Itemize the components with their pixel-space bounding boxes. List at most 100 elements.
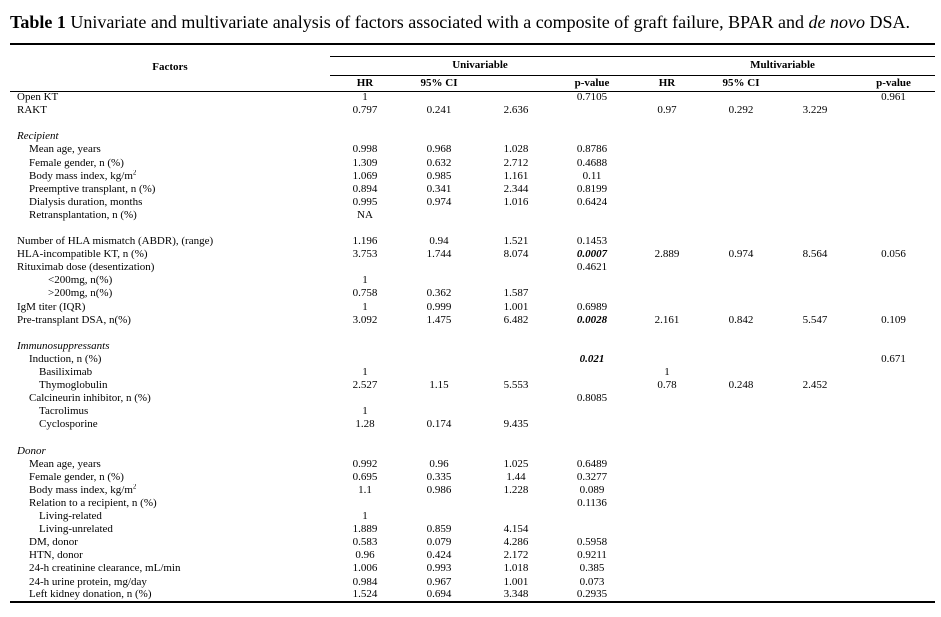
cell-m-hr [630,484,704,497]
cell-m-hr [630,170,704,183]
spacer-row [10,327,935,340]
cell-u-hr: 1 [362,510,368,523]
factor-label: Body mass index, kg/m2 [10,170,330,183]
cell-m-hr [630,575,704,588]
cell-u-ci-high: 1.016 [503,195,529,208]
factor-text: Retransplantation, n (%) [29,208,137,221]
cell-u-p: 0.0007 [576,248,608,261]
cell-m-ci-low [704,156,778,169]
table-row: Recipient [10,130,935,143]
factor-text: Mean age, years [29,143,101,156]
cell-u-ci-low: 0.968 [426,143,452,156]
cell-u-ci-high: 1.521 [503,235,529,248]
cell-u-ci-high: 9.435 [503,418,529,431]
table-title-number: Table 1 [10,12,66,32]
cell-u-hr [330,130,400,143]
spacer-cell [10,222,935,235]
cell-u-hr: 1 [362,405,368,418]
table-row: Open KT 1 0.7105 0.961 [10,91,935,104]
cell-m-p: 0.961 [881,91,906,104]
cell-m-ci-low [704,340,778,353]
cell-m-ci-low: 0.842 [728,313,754,326]
cell-u-p: 0.11 [582,169,602,182]
factor-text: Living-unrelated [39,523,113,536]
cell-u-hr [330,445,400,458]
col-header-m-ci: 95% CI [704,75,778,92]
cell-u-ci-high: 1.001 [503,300,529,313]
paper-page: Table 1 Univariate and multivariate anal… [10,12,935,603]
cell-u-ci-low: 0.174 [426,418,452,431]
cell-m-p [852,445,935,458]
cell-u-ci-high [478,130,554,143]
cell-m-ci-high [778,392,852,405]
cell-m-ci-low [704,143,778,156]
cell-u-ci-high: 1.018 [503,562,529,575]
factor-label: Mean age, years [10,143,330,156]
cell-m-p [852,156,935,169]
factor-label: Induction, n (%) [10,353,330,366]
cell-u-p: 0.0028 [576,313,608,326]
cell-m-p [852,589,935,602]
table-row: <200mg, n(%) 1 [10,274,935,287]
table-row: Retransplantation, n (%) NA [10,209,935,222]
cell-m-ci-high [778,340,852,353]
cell-m-hr [630,536,704,549]
cell-u-p: 0.7105 [576,91,608,104]
cell-m-ci-low: 0.248 [728,379,754,392]
header-row-subcols: HR 95% CI p-value HR 95% CI p-value [10,75,935,92]
factor-text: >200mg, n(%) [48,287,113,300]
cell-m-hr [630,497,704,510]
cell-m-p [852,484,935,497]
cell-u-p [554,287,630,300]
cell-m-ci-low [704,274,778,287]
cell-u-hr: 1 [362,274,368,287]
table-row: Calcineurin inhibitor, n (%) 0.8085 [10,392,935,405]
cell-m-p [852,261,935,274]
factor-text: Cyclosporine [39,418,98,431]
factor-text: Body mass index, kg/m [29,169,133,182]
cell-u-ci-low [400,497,478,510]
factor-label: Tacrolimus [10,405,330,418]
cell-u-ci-low: 0.335 [426,470,452,483]
table-row: Mean age, years 0.992 0.96 1.025 0.6489 [10,458,935,471]
factor-text: Preemptive transplant, n (%) [29,182,156,195]
cell-u-ci-low: 0.241 [426,104,452,117]
cell-u-hr [330,261,400,274]
table-row: Female gender, n (%) 0.695 0.335 1.44 0.3277 [10,471,935,484]
cell-m-hr [630,91,704,104]
cell-u-hr: 3.092 [352,313,378,326]
cell-u-p [554,274,630,287]
cell-u-hr: 1.889 [352,523,378,536]
cell-m-p [852,170,935,183]
cell-u-p: 0.1453 [576,235,608,248]
cell-m-p [852,301,935,314]
cell-m-ci-high [778,366,852,379]
cell-m-ci-high [778,445,852,458]
section-label: Donor [10,445,330,458]
factor-text: <200mg, n(%) [48,274,113,287]
cell-m-hr: 0.97 [657,104,677,117]
cell-m-ci-low: 0.292 [728,104,754,117]
col-header-u-pvalue: p-value [554,75,630,92]
factor-text: HLA-incompatible KT, n (%) [17,248,148,261]
spacer-cell [10,431,935,444]
factor-text: Number of HLA mismatch (ABDR), (range) [17,235,214,248]
factor-text: DM, donor [29,536,78,549]
cell-u-ci-high [478,353,554,366]
cell-u-ci-high: 2.712 [503,156,529,169]
cell-m-ci-high: 5.547 [802,313,828,326]
cell-u-ci-low [400,392,478,405]
cell-u-hr: 0.995 [352,195,378,208]
cell-m-ci-high [778,91,852,104]
cell-u-p [554,104,630,117]
cell-m-p [852,497,935,510]
cell-m-p [852,104,935,117]
cell-m-ci-low [704,510,778,523]
cell-m-ci-high [778,353,852,366]
cell-m-ci-low [704,405,778,418]
cell-m-ci-low [704,418,778,431]
cell-u-hr: 0.758 [352,287,378,300]
col-header-m-hr: HR [630,75,704,92]
cell-m-ci-high: 2.452 [802,379,828,392]
table-row: Induction, n (%) 0.021 0.671 [10,353,935,366]
